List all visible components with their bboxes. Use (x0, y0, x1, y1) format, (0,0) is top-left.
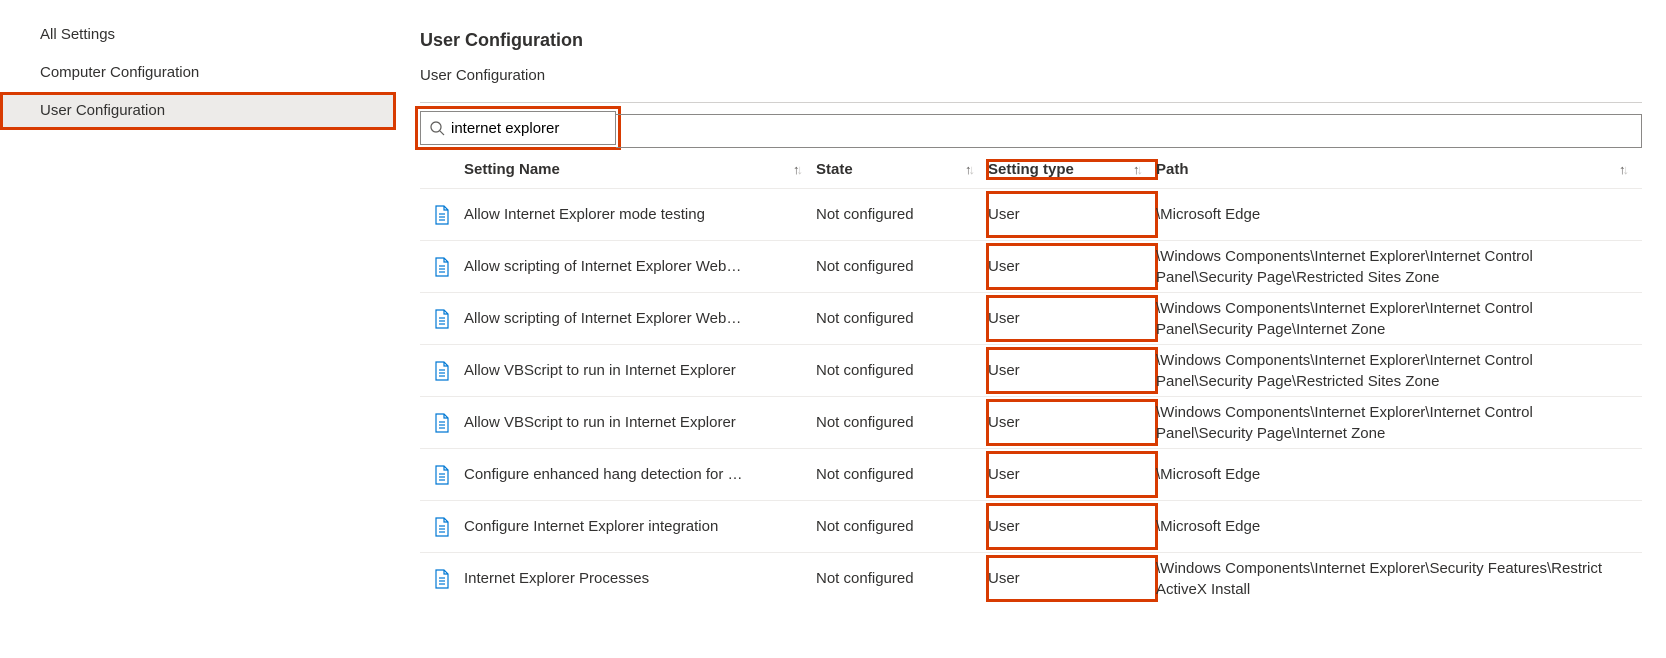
cell-setting-name: Allow scripting of Internet Explorer Web… (464, 258, 816, 275)
cell-path: \Windows Components\Internet Explorer\Se… (1156, 558, 1642, 600)
cell-setting-type: User (988, 193, 1156, 236)
document-icon (420, 361, 464, 381)
table-row[interactable]: Internet Explorer Processes Not configur… (420, 552, 1642, 604)
cell-setting-name: Allow scripting of Internet Explorer Web… (464, 310, 816, 327)
document-icon (420, 257, 464, 277)
cell-setting-type: User (988, 401, 1156, 444)
cell-setting-name: Internet Explorer Processes (464, 570, 816, 587)
column-header-state[interactable]: State ↑↓ (816, 161, 988, 178)
sidebar-item-computer-configuration[interactable]: Computer Configuration (0, 54, 396, 92)
cell-setting-type: User (988, 453, 1156, 496)
table-body: Allow Internet Explorer mode testing Not… (420, 188, 1642, 604)
table-row[interactable]: Configure Internet Explorer integration … (420, 500, 1642, 552)
divider (420, 102, 1642, 103)
column-header-setting-name[interactable]: Setting Name ↑↓ (464, 161, 816, 178)
sort-icon: ↑↓ (1133, 162, 1140, 177)
cell-setting-name: Allow Internet Explorer mode testing (464, 206, 816, 223)
sort-icon: ↑↓ (1619, 162, 1626, 177)
cell-state: Not configured (816, 570, 988, 587)
cell-setting-type: User (988, 297, 1156, 340)
table-row[interactable]: Allow scripting of Internet Explorer Web… (420, 292, 1642, 344)
column-label: Setting Name (464, 161, 560, 178)
cell-state: Not configured (816, 362, 988, 379)
sidebar-item-all-settings[interactable]: All Settings (0, 16, 396, 54)
settings-table: Setting Name ↑↓ State ↑↓ Setting type ↑↓… (420, 151, 1642, 604)
cell-state: Not configured (816, 258, 988, 275)
main-content: User Configuration User Configuration Se… (396, 0, 1666, 658)
column-header-setting-type[interactable]: Setting type ↑↓ (988, 161, 1156, 178)
document-icon (420, 517, 464, 537)
column-label: Path (1156, 161, 1189, 178)
cell-path: \Windows Components\Internet Explorer\In… (1156, 350, 1642, 392)
breadcrumb: User Configuration (420, 67, 1642, 84)
table-row[interactable]: Allow Internet Explorer mode testing Not… (420, 188, 1642, 240)
cell-setting-type: User (988, 349, 1156, 392)
cell-path: \Microsoft Edge (1156, 464, 1642, 485)
cell-setting-name: Configure enhanced hang detection for … (464, 466, 816, 483)
cell-path: \Microsoft Edge (1156, 204, 1642, 225)
search-icon (429, 120, 445, 136)
search-border-extension (616, 114, 1642, 148)
sort-icon: ↑↓ (965, 162, 972, 177)
app-root: All Settings Computer Configuration User… (0, 0, 1666, 658)
page-title: User Configuration (420, 30, 1642, 51)
document-icon (420, 309, 464, 329)
cell-state: Not configured (816, 206, 988, 223)
cell-state: Not configured (816, 518, 988, 535)
document-icon (420, 569, 464, 589)
cell-path: \Windows Components\Internet Explorer\In… (1156, 298, 1642, 340)
sidebar-item-user-configuration[interactable]: User Configuration (0, 92, 396, 130)
table-row[interactable]: Allow scripting of Internet Explorer Web… (420, 240, 1642, 292)
cell-setting-type: User (988, 505, 1156, 548)
search-input[interactable] (445, 119, 595, 138)
cell-path: \Windows Components\Internet Explorer\In… (1156, 246, 1642, 288)
cell-state: Not configured (816, 466, 988, 483)
sort-icon: ↑↓ (793, 162, 800, 177)
cell-setting-name: Configure Internet Explorer integration (464, 518, 816, 535)
table-row[interactable]: Configure enhanced hang detection for … … (420, 448, 1642, 500)
sidebar: All Settings Computer Configuration User… (0, 0, 396, 658)
column-label: Setting type (988, 161, 1074, 178)
cell-setting-type: User (988, 557, 1156, 600)
column-label: State (816, 161, 853, 178)
column-header-path[interactable]: Path ↑↓ (1156, 161, 1642, 178)
cell-setting-type: User (988, 245, 1156, 288)
search-box[interactable] (420, 111, 616, 145)
cell-state: Not configured (816, 414, 988, 431)
cell-setting-name: Allow VBScript to run in Internet Explor… (464, 362, 816, 379)
search-row (420, 111, 1642, 151)
document-icon (420, 465, 464, 485)
table-header: Setting Name ↑↓ State ↑↓ Setting type ↑↓… (420, 151, 1642, 188)
document-icon (420, 413, 464, 433)
table-row[interactable]: Allow VBScript to run in Internet Explor… (420, 396, 1642, 448)
cell-setting-name: Allow VBScript to run in Internet Explor… (464, 414, 816, 431)
cell-path: \Windows Components\Internet Explorer\In… (1156, 402, 1642, 444)
document-icon (420, 205, 464, 225)
cell-state: Not configured (816, 310, 988, 327)
table-row[interactable]: Allow VBScript to run in Internet Explor… (420, 344, 1642, 396)
cell-path: \Microsoft Edge (1156, 516, 1642, 537)
